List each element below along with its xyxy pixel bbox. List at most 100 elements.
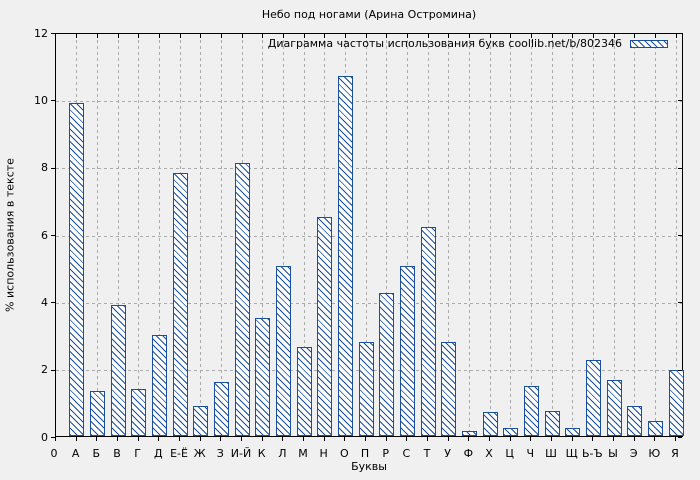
plot-area: Диаграмма частоты использования букв coo…: [55, 33, 684, 437]
v-gridline: [592, 34, 594, 436]
x-tick-mirror: [675, 34, 677, 38]
bar-Б: [89, 390, 105, 436]
x-tick-label: З: [216, 447, 224, 460]
x-tick-mirror: [179, 34, 181, 38]
x-tick-mark: [303, 437, 304, 441]
x-tick-label: Ч: [526, 447, 535, 460]
legend-label: Диаграмма частоты использования букв coo…: [267, 37, 622, 50]
y-tick-label: 4: [41, 295, 48, 309]
y-tick-mirror: [678, 235, 682, 236]
bar-К: [255, 318, 271, 436]
bar-З: [213, 382, 229, 436]
x-tick-mark: [571, 437, 573, 441]
y-tick-mark: [51, 100, 55, 102]
x-tick-mirror: [76, 34, 78, 38]
x-tick-mirror: [96, 34, 98, 38]
x-tick-mark: [261, 437, 263, 441]
y-tick-label: 0: [41, 430, 48, 444]
x-axis-label: Буквы: [351, 460, 387, 473]
v-gridline: [468, 34, 470, 436]
x-tick-mark: [551, 437, 552, 441]
bar-Т: [420, 227, 436, 436]
x-tick-mirror: [117, 34, 119, 38]
x-tick-mark: [241, 437, 242, 441]
x-tick-mark: [509, 437, 511, 441]
v-gridline: [282, 34, 284, 436]
x-tick-label: Б: [92, 447, 101, 460]
bar-Ы: [606, 380, 622, 436]
x-tick-mark: [199, 437, 201, 441]
chart-title: Небо под ногами (Арина Остромина): [261, 8, 477, 21]
y-tick-mirror: [678, 302, 682, 304]
x-tick-mark: [323, 437, 325, 441]
x-tick-mark: [489, 437, 490, 441]
v-gridline: [448, 34, 450, 436]
x-tick-label: Ы: [608, 447, 618, 460]
h-gridline: [56, 168, 682, 170]
x-tick-label: К: [257, 447, 266, 460]
x-tick-label: Р: [382, 447, 389, 460]
bar-И-Й: [234, 163, 250, 436]
x-tick-mark: [344, 437, 346, 441]
x-tick-mark: [75, 437, 77, 441]
x-tick-mirror: [282, 34, 284, 38]
bar-Ь-Ъ: [585, 360, 601, 436]
v-gridline: [138, 34, 140, 436]
v-gridline: [386, 34, 388, 436]
x-tick-mirror: [510, 34, 512, 38]
y-tick-mirror: [678, 33, 682, 34]
x-tick-mirror: [262, 34, 264, 38]
y-tick-mark: [51, 235, 55, 236]
x-tick-mark: [406, 437, 408, 441]
x-tick-mark: [447, 437, 449, 441]
x-tick-mirror: [324, 34, 326, 38]
v-gridline: [654, 34, 656, 436]
y-tick-mirror: [678, 100, 682, 102]
x-tick-mirror: [572, 34, 574, 38]
x-tick-mirror: [200, 34, 202, 38]
x-tick-label: А: [71, 447, 80, 460]
v-gridline: [158, 34, 160, 436]
x-tick-label: С: [402, 447, 411, 460]
x-tick-mark: [55, 437, 56, 441]
bar-Щ: [565, 427, 581, 436]
x-tick-mark: [158, 437, 160, 441]
y-tick-mark: [51, 437, 55, 438]
bar-П: [358, 341, 374, 436]
v-gridline: [675, 34, 677, 436]
x-tick-mirror: [138, 34, 140, 38]
v-gridline: [262, 34, 264, 436]
bar-О: [337, 75, 353, 436]
x-tick-mirror: [158, 34, 160, 38]
v-gridline: [489, 34, 491, 436]
x-tick-mirror: [489, 34, 491, 38]
v-gridline: [303, 34, 305, 436]
x-tick-mirror: [592, 34, 594, 38]
y-tick-mark: [51, 369, 55, 371]
x-tick-mark: [179, 437, 180, 441]
x-tick-mark: [654, 437, 656, 441]
bar-Г: [131, 388, 147, 436]
x-tick-mirror: [344, 34, 346, 38]
y-tick-label: 6: [41, 228, 48, 242]
x-tick-mirror: [613, 34, 615, 38]
x-origin-label: 0: [50, 447, 58, 460]
bar-Е-Ё: [172, 173, 188, 436]
x-tick-mark: [592, 437, 594, 441]
x-tick-mark: [613, 437, 614, 441]
x-tick-label: Ж: [193, 447, 206, 460]
y-tick-mirror: [678, 167, 682, 169]
x-tick-mark: [530, 437, 532, 441]
x-tick-label: Т: [423, 447, 431, 460]
x-tick-label: Ц: [505, 447, 514, 460]
x-tick-mirror: [220, 34, 222, 38]
bar-У: [441, 341, 457, 436]
bar-М: [296, 346, 312, 436]
bar-С: [399, 265, 415, 436]
y-tick-mirror: [678, 369, 682, 371]
x-tick-mark: [220, 437, 222, 441]
bar-Ц: [503, 427, 519, 436]
x-tick-label: Ш: [545, 447, 557, 460]
x-tick-label: Х: [485, 447, 493, 460]
x-tick-mirror: [468, 34, 470, 38]
